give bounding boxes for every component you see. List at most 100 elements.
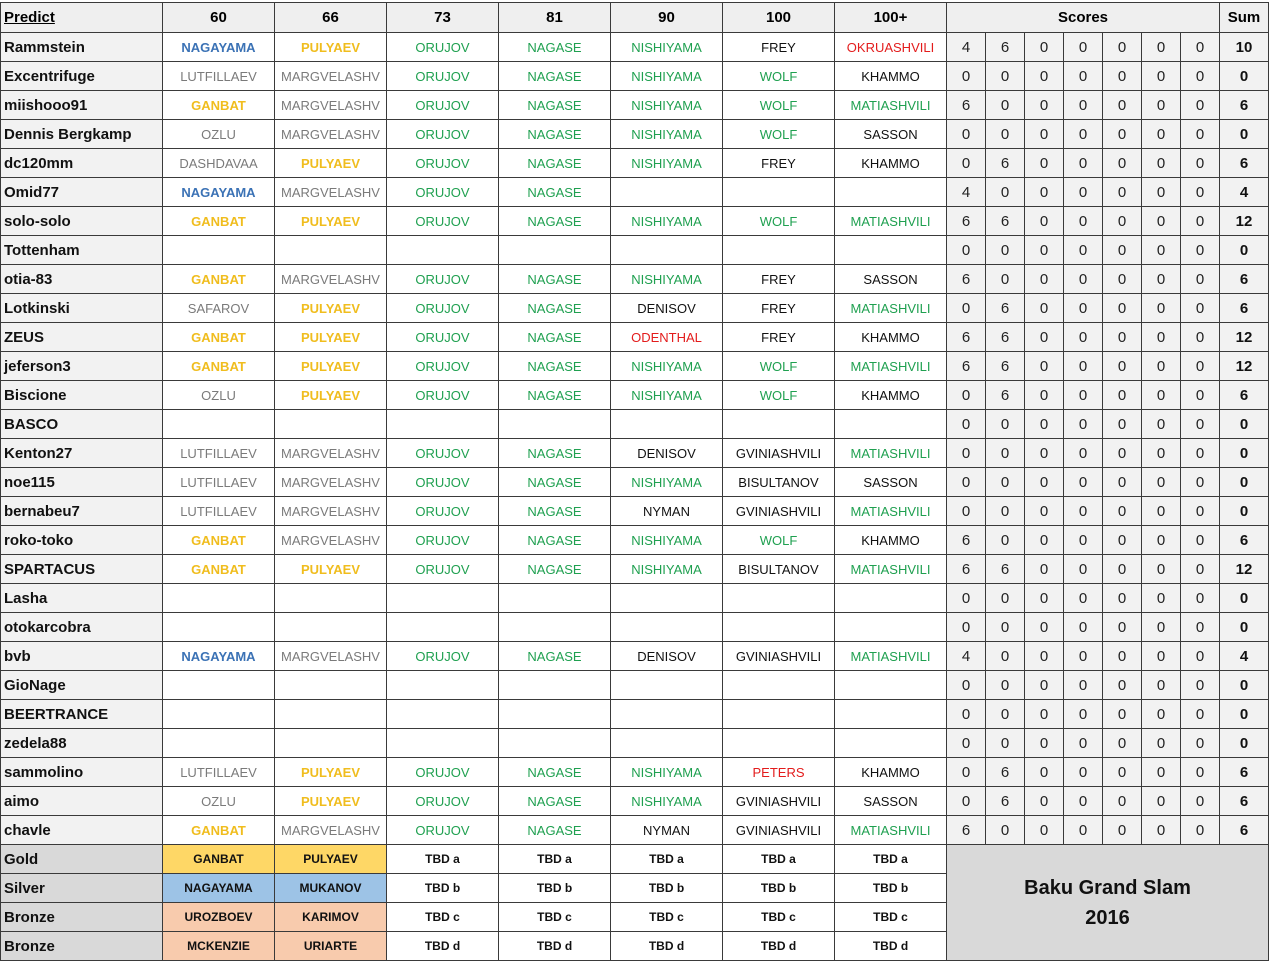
score-cell[interactable]: 0 (1063, 148, 1103, 178)
score-cell[interactable]: 0 (1141, 438, 1181, 468)
sum-cell[interactable]: 6 (1219, 293, 1269, 323)
pick-cell[interactable]: GVINIASHVILI (722, 815, 835, 845)
pick-cell[interactable]: GVINIASHVILI (722, 786, 835, 816)
player-name[interactable]: otia-83 (0, 264, 163, 294)
player-name[interactable]: GioNage (0, 670, 163, 700)
pick-cell[interactable]: PULYAEV (274, 380, 387, 410)
pick-cell[interactable]: NAGASE (498, 351, 611, 381)
pick-cell[interactable]: ORUJOV (386, 293, 499, 323)
score-cell[interactable]: 0 (1180, 583, 1220, 613)
player-name[interactable]: dc120mm (0, 148, 163, 178)
pick-cell[interactable]: NAGASE (498, 293, 611, 323)
medal-label[interactable]: Gold (0, 844, 163, 874)
sum-cell[interactable]: 12 (1219, 554, 1269, 584)
score-cell[interactable]: 0 (1180, 786, 1220, 816)
score-cell[interactable]: 0 (946, 119, 986, 149)
pick-cell[interactable]: ORUJOV (386, 815, 499, 845)
score-cell[interactable]: 0 (1024, 438, 1064, 468)
score-cell[interactable]: 0 (1141, 322, 1181, 352)
pick-cell[interactable]: OKRUASHVILI (834, 32, 947, 62)
pick-cell[interactable]: NAGAYAMA (162, 641, 275, 671)
medal-label[interactable]: Silver (0, 873, 163, 903)
score-cell[interactable]: 0 (1063, 206, 1103, 236)
player-name[interactable]: chavle (0, 815, 163, 845)
player-name[interactable]: BEERTRANCE (0, 699, 163, 729)
score-cell[interactable]: 0 (946, 728, 986, 758)
score-cell[interactable]: 0 (985, 525, 1025, 555)
score-cell[interactable]: 0 (1141, 467, 1181, 497)
score-cell[interactable]: 0 (1063, 409, 1103, 439)
sum-cell[interactable]: 12 (1219, 322, 1269, 352)
pick-cell[interactable]: NAGASE (498, 119, 611, 149)
score-cell[interactable]: 0 (985, 235, 1025, 265)
pick-cell[interactable] (610, 235, 723, 265)
pick-cell[interactable] (386, 409, 499, 439)
player-name[interactable]: aimo (0, 786, 163, 816)
score-cell[interactable]: 0 (1180, 380, 1220, 410)
score-cell[interactable]: 0 (1024, 728, 1064, 758)
pick-cell[interactable]: NAGASE (498, 177, 611, 207)
medal-result[interactable]: TBD c (834, 902, 947, 932)
score-cell[interactable]: 0 (1024, 322, 1064, 352)
sum-cell[interactable]: 6 (1219, 525, 1269, 555)
score-cell[interactable]: 0 (1024, 90, 1064, 120)
medal-result[interactable]: TBD d (834, 931, 947, 961)
player-name[interactable]: otokarcobra (0, 612, 163, 642)
pick-cell[interactable] (722, 670, 835, 700)
pick-cell[interactable]: WOLF (722, 206, 835, 236)
pick-cell[interactable]: FREY (722, 293, 835, 323)
pick-cell[interactable]: NISHIYAMA (610, 380, 723, 410)
score-cell[interactable]: 0 (1024, 409, 1064, 439)
pick-cell[interactable]: SASSON (834, 786, 947, 816)
score-cell[interactable]: 0 (1063, 496, 1103, 526)
score-cell[interactable]: 0 (1102, 90, 1142, 120)
pick-cell[interactable] (498, 583, 611, 613)
score-cell[interactable]: 0 (946, 409, 986, 439)
pick-cell[interactable]: NAGASE (498, 815, 611, 845)
score-cell[interactable]: 0 (946, 612, 986, 642)
score-cell[interactable]: 0 (1102, 235, 1142, 265)
player-name[interactable]: jeferson3 (0, 351, 163, 381)
header-category-90[interactable]: 90 (610, 2, 723, 33)
pick-cell[interactable] (498, 409, 611, 439)
pick-cell[interactable]: MATIASHVILI (834, 554, 947, 584)
score-cell[interactable]: 0 (1063, 119, 1103, 149)
pick-cell[interactable]: PULYAEV (274, 148, 387, 178)
pick-cell[interactable]: ORUJOV (386, 206, 499, 236)
score-cell[interactable]: 0 (1024, 293, 1064, 323)
pick-cell[interactable]: KHAMMO (834, 757, 947, 787)
pick-cell[interactable]: KHAMMO (834, 148, 947, 178)
score-cell[interactable]: 0 (985, 264, 1025, 294)
score-cell[interactable]: 0 (1102, 757, 1142, 787)
score-cell[interactable]: 0 (985, 583, 1025, 613)
score-cell[interactable]: 0 (1024, 583, 1064, 613)
medal-result[interactable]: TBD c (722, 902, 835, 932)
pick-cell[interactable]: NAGAYAMA (162, 177, 275, 207)
score-cell[interactable]: 6 (985, 351, 1025, 381)
score-cell[interactable]: 0 (946, 699, 986, 729)
score-cell[interactable]: 0 (946, 293, 986, 323)
score-cell[interactable]: 0 (1024, 496, 1064, 526)
score-cell[interactable]: 0 (1024, 467, 1064, 497)
score-cell[interactable]: 6 (985, 206, 1025, 236)
score-cell[interactable]: 0 (1141, 786, 1181, 816)
medal-label[interactable]: Bronze (0, 902, 163, 932)
score-cell[interactable]: 0 (1141, 264, 1181, 294)
score-cell[interactable]: 0 (1141, 815, 1181, 845)
pick-cell[interactable]: NISHIYAMA (610, 264, 723, 294)
pick-cell[interactable] (162, 235, 275, 265)
score-cell[interactable]: 0 (1102, 119, 1142, 149)
pick-cell[interactable] (386, 583, 499, 613)
pick-cell[interactable] (610, 612, 723, 642)
pick-cell[interactable]: NAGASE (498, 90, 611, 120)
score-cell[interactable]: 6 (946, 206, 986, 236)
pick-cell[interactable]: PULYAEV (274, 322, 387, 352)
pick-cell[interactable]: WOLF (722, 61, 835, 91)
sum-cell[interactable]: 6 (1219, 90, 1269, 120)
pick-cell[interactable]: ORUJOV (386, 61, 499, 91)
pick-cell[interactable]: MATIASHVILI (834, 90, 947, 120)
pick-cell[interactable] (834, 177, 947, 207)
pick-cell[interactable] (162, 409, 275, 439)
pick-cell[interactable]: MATIASHVILI (834, 206, 947, 236)
pick-cell[interactable] (834, 583, 947, 613)
